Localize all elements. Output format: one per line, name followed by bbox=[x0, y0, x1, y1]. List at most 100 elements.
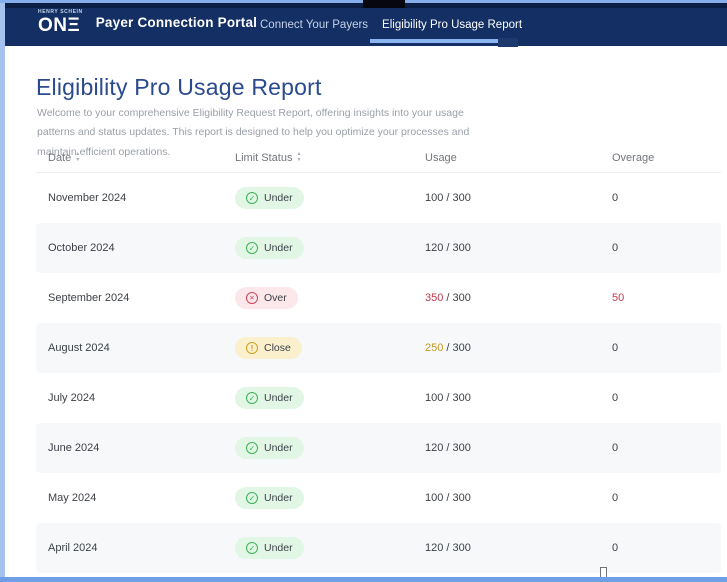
usage-separator: / bbox=[443, 192, 453, 204]
table-body: November 2024 Under 100 / 300 0 October … bbox=[36, 173, 721, 573]
column-header-date-label: Date bbox=[48, 151, 72, 164]
usage-separator: / bbox=[443, 342, 453, 354]
date-cell: August 2024 bbox=[48, 342, 110, 354]
henry-schein-one-logo: HENRY SCHEIN ONΞ bbox=[38, 9, 83, 36]
usage-limit-value: 300 bbox=[452, 442, 471, 454]
status-badge: Under bbox=[235, 387, 304, 409]
status-label: Under bbox=[264, 242, 293, 254]
status-label: Over bbox=[264, 292, 287, 304]
table-row: September 2024 Over 350 / 300 50 bbox=[36, 273, 721, 323]
usage-used-value: 120 bbox=[425, 242, 444, 254]
table-row: June 2024 Under 120 / 300 0 bbox=[36, 423, 721, 473]
table-row: April 2024 Under 120 / 300 0 bbox=[36, 523, 721, 573]
usage-cell: 120 / 300 bbox=[425, 242, 612, 254]
column-header-overage-label: Overage bbox=[612, 151, 655, 164]
sort-icon[interactable]: ▴ ▾ bbox=[297, 151, 301, 163]
usage-cell: 100 / 300 bbox=[425, 392, 612, 404]
table-row: May 2024 Under 100 / 300 0 bbox=[36, 473, 721, 523]
nav-tab-connect-your-payers[interactable]: Connect Your Payers bbox=[260, 18, 369, 31]
table-row: July 2024 Under 100 / 300 0 bbox=[36, 373, 721, 423]
usage-cell: 120 / 300 bbox=[425, 542, 612, 554]
check-circle-icon bbox=[246, 192, 258, 204]
alert-circle-icon bbox=[246, 342, 258, 354]
date-cell: May 2024 bbox=[48, 492, 97, 504]
usage-limit-value: 300 bbox=[452, 492, 471, 504]
page-description: Welcome to your comprehensive Eligibilit… bbox=[37, 107, 470, 158]
check-circle-icon bbox=[246, 542, 258, 554]
status-label: Under bbox=[264, 392, 293, 404]
status-label: Under bbox=[264, 492, 293, 504]
table-row: November 2024 Under 100 / 300 0 bbox=[36, 173, 721, 223]
date-cell: September 2024 bbox=[48, 292, 130, 304]
usage-separator: / bbox=[443, 242, 453, 254]
window-frame-bottom bbox=[0, 577, 727, 582]
check-circle-icon bbox=[246, 242, 258, 254]
column-header-usage: Usage bbox=[425, 152, 612, 164]
status-badge: Under bbox=[235, 487, 304, 509]
portal-title: Payer Connection Portal bbox=[95, 15, 258, 30]
usage-limit-value: 300 bbox=[452, 242, 471, 254]
usage-used-value: 120 bbox=[425, 442, 444, 454]
status-label: Under bbox=[264, 192, 293, 204]
date-cell: November 2024 bbox=[48, 192, 127, 204]
overage-cell: 0 bbox=[612, 492, 619, 504]
usage-limit-value: 300 bbox=[452, 192, 471, 204]
status-cell: Close bbox=[235, 337, 425, 359]
status-badge: Close bbox=[235, 337, 302, 359]
usage-separator: / bbox=[443, 392, 453, 404]
usage-limit-value: 300 bbox=[452, 342, 471, 354]
overage-cell: 0 bbox=[612, 192, 619, 204]
date-cell: April 2024 bbox=[48, 542, 98, 554]
status-badge: Under bbox=[235, 237, 304, 259]
column-header-overage: Overage bbox=[612, 152, 721, 164]
status-badge: Under bbox=[235, 187, 304, 209]
sort-icon[interactable]: ▴ ▾ bbox=[76, 151, 80, 163]
status-cell: Under bbox=[235, 537, 425, 559]
overage-cell: 0 bbox=[612, 542, 619, 554]
table-header-row: Date ▴ ▾ Limit Status ▴ ▾ Usage Overage bbox=[36, 143, 721, 173]
status-cell: Under bbox=[235, 437, 425, 459]
status-cell: Under bbox=[235, 237, 425, 259]
overage-cell: 0 bbox=[612, 242, 619, 254]
usage-report-table: Date ▴ ▾ Limit Status ▴ ▾ Usage Overage No… bbox=[36, 143, 721, 573]
logo-wordmark-small: HENRY SCHEIN bbox=[38, 9, 83, 15]
top-edge-notch bbox=[363, 0, 405, 8]
usage-used-value: 100 bbox=[425, 492, 444, 504]
overage-cell: 0 bbox=[612, 442, 619, 454]
usage-used-value: 350 bbox=[425, 292, 444, 304]
usage-cell: 100 / 300 bbox=[425, 492, 612, 504]
usage-cell: 120 / 300 bbox=[425, 442, 612, 454]
table-row: August 2024 Close 250 / 300 0 bbox=[36, 323, 721, 373]
status-badge: Over bbox=[235, 287, 298, 309]
x-circle-icon bbox=[246, 292, 258, 304]
check-circle-icon bbox=[246, 442, 258, 454]
status-badge: Under bbox=[235, 437, 304, 459]
date-cell: July 2024 bbox=[48, 392, 96, 404]
status-label: Under bbox=[264, 542, 293, 554]
usage-limit-value: 300 bbox=[452, 542, 471, 554]
usage-used-value: 120 bbox=[425, 542, 444, 554]
status-cell: Over bbox=[235, 287, 425, 309]
overage-cell: 50 bbox=[612, 292, 625, 304]
column-header-date[interactable]: Date ▴ ▾ bbox=[48, 151, 235, 164]
usage-limit-value: 300 bbox=[452, 292, 471, 304]
page-title: Eligibility Pro Usage Report bbox=[36, 74, 322, 100]
brand[interactable]: HENRY SCHEIN ONΞ Payer Connection Portal bbox=[38, 9, 258, 36]
main-nav: Connect Your Payers Eligibility Pro Usag… bbox=[260, 3, 522, 46]
status-label: Close bbox=[264, 342, 291, 354]
usage-cell: 100 / 300 bbox=[425, 192, 612, 204]
usage-separator: / bbox=[443, 292, 453, 304]
status-badge: Under bbox=[235, 537, 304, 559]
top-navbar: HENRY SCHEIN ONΞ Payer Connection Portal… bbox=[0, 3, 727, 46]
status-cell: Under bbox=[235, 487, 425, 509]
usage-used-value: 100 bbox=[425, 192, 444, 204]
status-label: Under bbox=[264, 442, 293, 454]
usage-cell: 350 / 300 bbox=[425, 292, 612, 304]
active-tab-underline bbox=[370, 39, 498, 43]
usage-separator: / bbox=[443, 442, 453, 454]
window-frame-left bbox=[0, 0, 5, 582]
column-header-limit-status[interactable]: Limit Status ▴ ▾ bbox=[235, 151, 425, 163]
nav-tab-eligibility-pro-usage-report[interactable]: Eligibility Pro Usage Report bbox=[382, 18, 523, 31]
date-cell: October 2024 bbox=[48, 242, 115, 254]
overage-cell: 0 bbox=[612, 392, 619, 404]
